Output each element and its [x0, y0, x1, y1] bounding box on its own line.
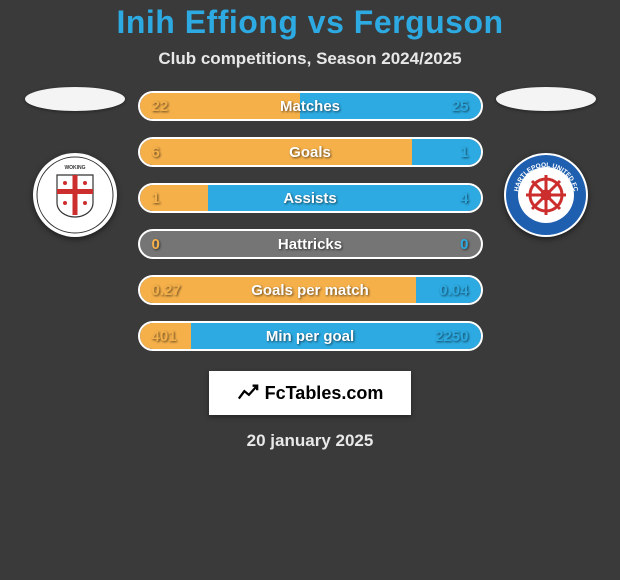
- stat-value-right: 1: [460, 144, 468, 161]
- stat-value-left: 401: [152, 328, 177, 345]
- stat-value-left: 22: [152, 98, 169, 115]
- stat-row: 401 2250 Min per goal: [138, 321, 483, 351]
- stat-row: 0 0 Hattricks: [138, 229, 483, 259]
- stat-value-right: 0: [460, 236, 468, 253]
- stat-label: Matches: [280, 98, 340, 115]
- player-silhouette-left: [25, 87, 125, 111]
- stat-value-left: 0: [152, 236, 160, 253]
- comparison-card: Inih Effiong vs Ferguson Club competitio…: [0, 0, 620, 451]
- svg-text:WOKING: WOKING: [64, 165, 85, 171]
- stat-bar-right: [208, 185, 481, 211]
- brand-badge[interactable]: FcTables.com: [209, 371, 411, 415]
- club-crest-left: WOKING: [33, 153, 117, 237]
- hartlepool-crest-icon: HARTLEPOOL UNITED FC: [504, 153, 588, 237]
- stat-label: Assists: [283, 190, 336, 207]
- subtitle: Club competitions, Season 2024/2025: [0, 49, 620, 69]
- player-silhouette-right: [496, 87, 596, 111]
- club-crest-right: HARTLEPOOL UNITED FC: [504, 153, 588, 237]
- stat-bar-right: [412, 139, 480, 165]
- stat-value-right: 0.04: [439, 282, 468, 299]
- stat-value-left: 1: [152, 190, 160, 207]
- stat-row: 22 25 Matches: [138, 91, 483, 121]
- stat-value-right: 4: [460, 190, 468, 207]
- stat-row: 6 1 Goals: [138, 137, 483, 167]
- stat-bar-left: [140, 139, 413, 165]
- stat-label: Goals: [289, 144, 331, 161]
- right-player-col: HARTLEPOOL UNITED FC: [491, 87, 601, 237]
- stat-value-right: 25: [452, 98, 469, 115]
- main-row: WOKING 22 25 Matches 6 1 Goals 1 4 Assists 0 0 Hatt…: [0, 87, 620, 351]
- stat-row: 0.27 0.04 Goals per match: [138, 275, 483, 305]
- left-player-col: WOKING: [20, 87, 130, 237]
- fctables-logo-icon: [237, 383, 259, 403]
- stats-column: 22 25 Matches 6 1 Goals 1 4 Assists 0 0 Hattricks 0.…: [138, 91, 483, 351]
- stat-value-right: 2250: [435, 328, 468, 345]
- stat-row: 1 4 Assists: [138, 183, 483, 213]
- stat-label: Hattricks: [278, 236, 342, 253]
- stat-bar-left: [140, 185, 208, 211]
- page-title: Inih Effiong vs Ferguson: [0, 4, 620, 41]
- brand-text: FcTables.com: [265, 383, 384, 404]
- stat-label: Min per goal: [266, 328, 354, 345]
- stat-value-left: 6: [152, 144, 160, 161]
- woking-crest-icon: WOKING: [33, 153, 117, 237]
- date-line: 20 january 2025: [0, 431, 620, 451]
- stat-value-left: 0.27: [152, 282, 181, 299]
- stat-label: Goals per match: [251, 282, 369, 299]
